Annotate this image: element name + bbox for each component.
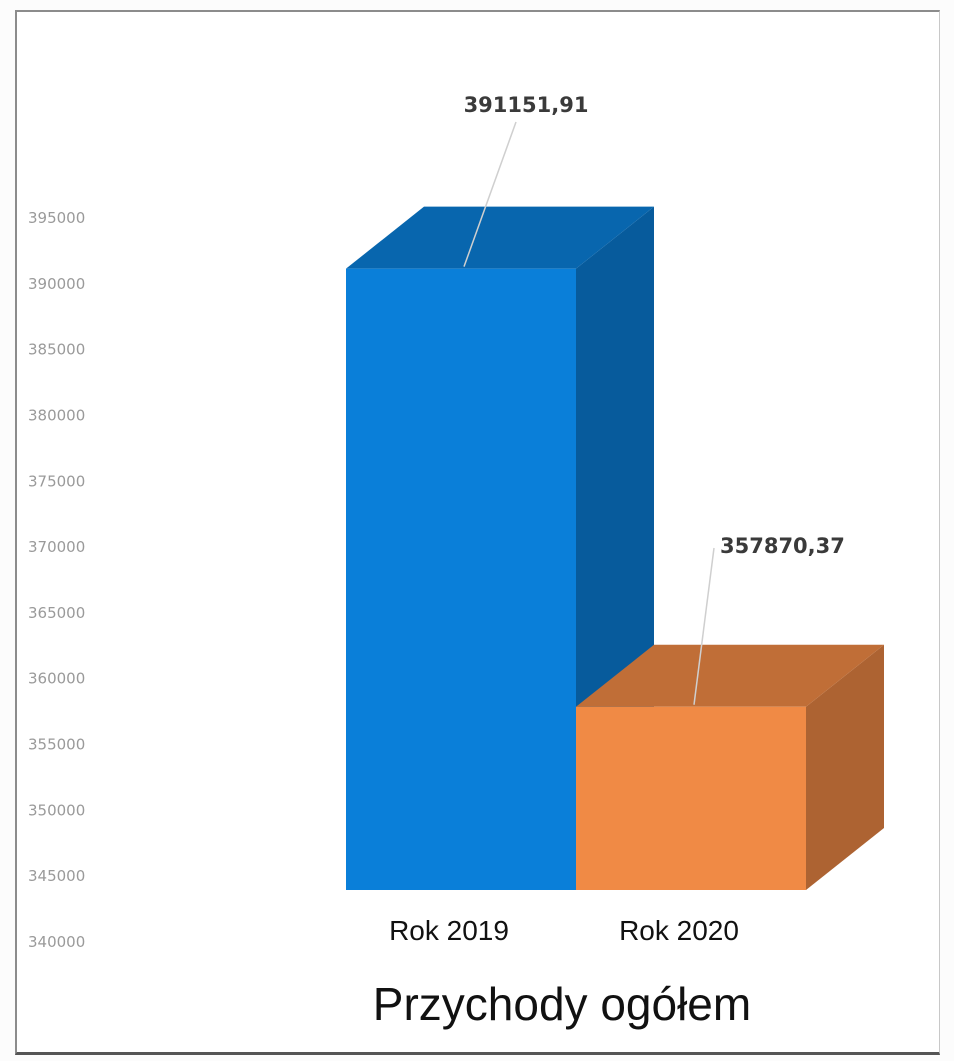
y-tick-label: 355000 [28,736,85,754]
category-label: Rok 2019 [389,915,509,946]
bar [576,644,884,890]
y-tick-label: 370000 [28,538,85,556]
y-tick-label: 375000 [28,472,85,490]
data-label: 357870,37 [720,534,845,558]
data-labels: 391151,91 357870,37 [463,93,845,705]
y-tick-label: 340000 [28,933,85,951]
x-axis-categories: Rok 2019 Rok 2020 [389,915,739,946]
y-tick-label: 380000 [28,406,85,424]
data-label: 391151,91 [464,93,589,117]
y-tick-label: 385000 [28,341,85,359]
data-label-leader-line [463,121,517,267]
y-axis-ticks: 340000 345000 350000 355000 360000 365000 3700… [28,209,85,951]
bar-top-face [346,206,654,269]
y-tick-label: 365000 [28,604,85,622]
y-tick-label: 345000 [28,867,85,885]
y-tick-label: 350000 [28,801,85,819]
y-tick-label: 390000 [28,275,85,293]
y-tick-label: 360000 [28,670,85,688]
data-label-leader-line [693,547,715,705]
y-tick-label: 395000 [28,209,85,227]
chart-title: Przychody ogółem [373,978,751,1030]
bar-side-face [806,644,884,890]
bars [346,206,884,891]
category-label: Rok 2020 [619,915,739,946]
bar-top-face [576,644,884,707]
bar-front-face [576,706,806,890]
bar-front-face [346,268,576,890]
